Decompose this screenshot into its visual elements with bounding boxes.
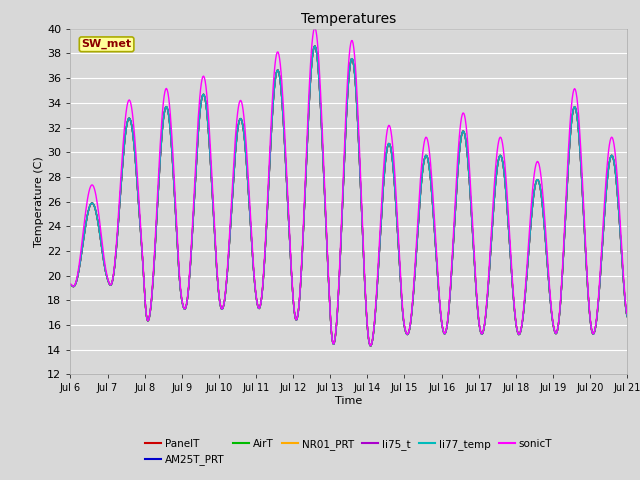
sonicT xyxy=(220,301,228,307)
AM25T_PRT xyxy=(623,313,631,319)
NR01_PRT xyxy=(191,195,198,201)
NR01_PRT xyxy=(67,282,74,288)
AirT xyxy=(220,302,228,308)
NR01_PRT xyxy=(435,283,442,289)
PanelT xyxy=(311,43,319,49)
Title: Temperatures: Temperatures xyxy=(301,12,396,26)
NR01_PRT xyxy=(134,189,141,195)
Y-axis label: Temperature (C): Temperature (C) xyxy=(35,156,44,247)
li77_temp xyxy=(191,195,198,201)
PanelT xyxy=(134,189,141,195)
NR01_PRT xyxy=(623,313,631,319)
li77_temp xyxy=(67,282,74,288)
AirT xyxy=(134,189,141,195)
AirT xyxy=(435,283,442,289)
NR01_PRT xyxy=(220,302,228,308)
Line: AM25T_PRT: AM25T_PRT xyxy=(70,46,627,346)
AirT xyxy=(77,258,84,264)
sonicT xyxy=(67,281,74,287)
X-axis label: Time: Time xyxy=(335,396,362,406)
AM25T_PRT xyxy=(220,302,228,308)
li75_t xyxy=(77,258,84,264)
sonicT xyxy=(435,278,442,284)
li75_t xyxy=(623,313,631,319)
AM25T_PRT xyxy=(67,282,74,288)
Line: NR01_PRT: NR01_PRT xyxy=(70,46,627,346)
PanelT xyxy=(67,282,74,288)
PanelT xyxy=(435,283,442,289)
Line: PanelT: PanelT xyxy=(70,46,627,346)
sonicT xyxy=(367,343,374,348)
AirT xyxy=(367,343,374,348)
li75_t xyxy=(191,195,198,201)
Text: SW_met: SW_met xyxy=(81,39,132,49)
Line: sonicT: sonicT xyxy=(70,28,627,346)
li77_temp xyxy=(623,313,631,319)
li77_temp xyxy=(220,302,228,308)
NR01_PRT xyxy=(367,343,374,348)
AM25T_PRT xyxy=(311,43,319,49)
AirT xyxy=(311,43,319,49)
PanelT xyxy=(623,313,631,319)
AirT xyxy=(67,282,74,288)
li75_t xyxy=(134,189,141,195)
AirT xyxy=(418,174,426,180)
Legend: PanelT, AM25T_PRT, AirT, NR01_PRT, li75_t, li77_temp, sonicT: PanelT, AM25T_PRT, AirT, NR01_PRT, li75_… xyxy=(141,435,556,469)
li77_temp xyxy=(77,258,84,264)
PanelT xyxy=(418,174,426,180)
AM25T_PRT xyxy=(134,189,141,195)
li77_temp xyxy=(367,343,374,348)
li77_temp xyxy=(134,189,141,195)
AM25T_PRT xyxy=(191,195,198,201)
PanelT xyxy=(191,195,198,201)
li77_temp xyxy=(311,43,319,49)
NR01_PRT xyxy=(77,258,84,264)
PanelT xyxy=(220,302,228,308)
PanelT xyxy=(367,343,374,348)
li75_t xyxy=(435,283,442,289)
Line: li75_t: li75_t xyxy=(70,46,627,346)
AirT xyxy=(623,313,631,319)
li75_t xyxy=(220,302,228,308)
li77_temp xyxy=(418,174,426,180)
sonicT xyxy=(418,157,426,163)
li77_temp xyxy=(435,283,442,289)
AM25T_PRT xyxy=(435,283,442,289)
li75_t xyxy=(311,43,319,49)
Line: AirT: AirT xyxy=(70,46,627,346)
AM25T_PRT xyxy=(77,258,84,264)
sonicT xyxy=(134,179,141,185)
li75_t xyxy=(67,282,74,288)
sonicT xyxy=(623,312,631,317)
NR01_PRT xyxy=(418,174,426,180)
PanelT xyxy=(77,258,84,264)
sonicT xyxy=(77,252,84,258)
Line: li77_temp: li77_temp xyxy=(70,46,627,346)
AM25T_PRT xyxy=(367,343,374,348)
li75_t xyxy=(367,343,374,348)
sonicT xyxy=(311,25,319,31)
li75_t xyxy=(418,174,426,180)
NR01_PRT xyxy=(311,43,319,49)
AM25T_PRT xyxy=(418,174,426,180)
AirT xyxy=(191,195,198,201)
sonicT xyxy=(191,186,198,192)
